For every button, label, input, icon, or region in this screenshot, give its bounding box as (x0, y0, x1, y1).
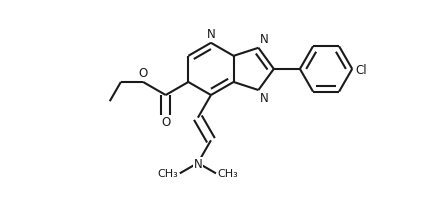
Text: O: O (161, 116, 170, 129)
Text: N: N (206, 28, 215, 41)
Text: N: N (260, 33, 269, 46)
Text: CH₃: CH₃ (157, 169, 178, 179)
Text: N: N (260, 92, 269, 105)
Text: CH₃: CH₃ (218, 169, 238, 179)
Text: O: O (139, 67, 148, 80)
Text: Cl: Cl (356, 64, 367, 77)
Text: N: N (194, 158, 202, 171)
